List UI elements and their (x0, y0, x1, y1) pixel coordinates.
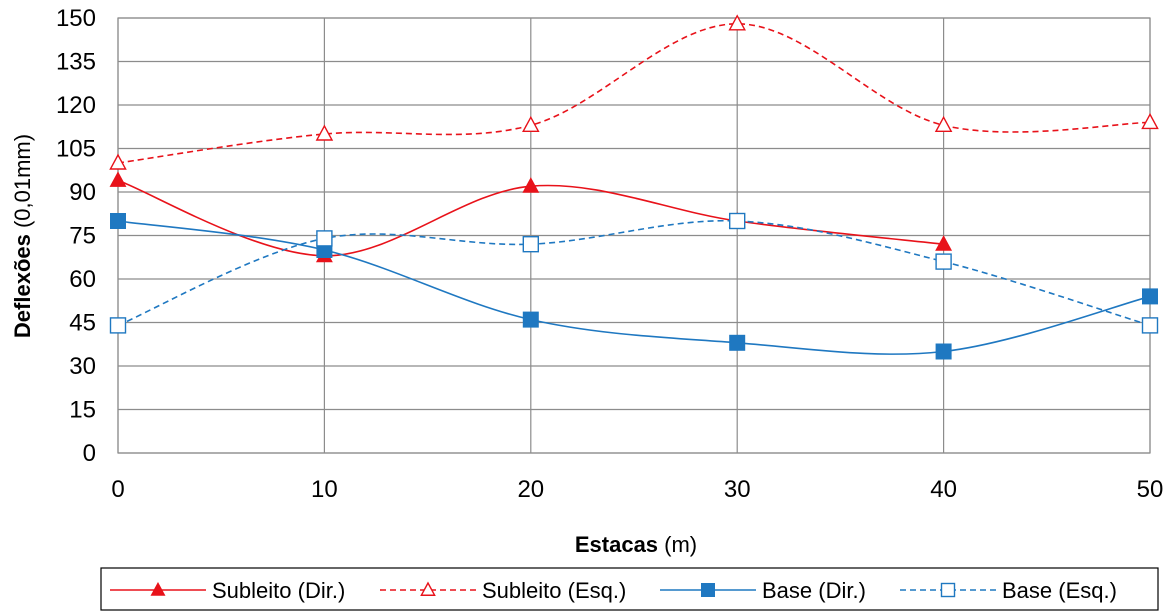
x-tick-label: 30 (724, 476, 751, 503)
data-point-series-1 (1141, 112, 1159, 130)
data-point-series-3 (1141, 317, 1159, 334)
data-point-series-0 (109, 171, 127, 187)
data-point-series-2 (729, 334, 746, 351)
y-axis-title: Deflexões (0,01mm) (10, 134, 35, 338)
data-point-series-0 (935, 235, 953, 251)
legend-label-3: Base (Esq.) (1002, 578, 1117, 603)
y-axis-title-unit: (0,01mm) (10, 134, 35, 234)
y-tick-label: 45 (69, 310, 96, 337)
data-point-series-2 (1142, 288, 1158, 305)
y-tick-label: 75 (69, 223, 96, 250)
data-point-series-2 (935, 343, 952, 360)
series-lines (117, 22, 1151, 355)
grid-lines (117, 17, 1151, 454)
data-point-series-3 (109, 317, 127, 334)
y-tick-label: 60 (69, 266, 96, 293)
data-point-series-3 (935, 253, 952, 270)
series-markers (109, 14, 1159, 360)
legend-marker-0 (150, 581, 166, 596)
series-line-3 (117, 219, 1151, 327)
x-axis-title: Estacas (m) (575, 532, 697, 557)
data-point-series-1 (934, 115, 953, 133)
data-point-series-1 (315, 124, 334, 141)
data-point-series-3 (729, 212, 746, 230)
x-axis-title-main: Estacas (575, 532, 658, 557)
series-line-2 (117, 220, 1151, 355)
y-tick-label: 0 (83, 440, 96, 467)
x-tick-label: 0 (111, 476, 124, 503)
y-axis-ticks: 0 15 30 45 60 75 90 105 120 135 150 (56, 5, 96, 467)
data-point-series-2 (522, 311, 539, 328)
data-point-series-1 (728, 14, 746, 31)
legend-box (100, 567, 1159, 611)
y-tick-label: 150 (56, 5, 96, 32)
legend-marker-2 (701, 583, 715, 597)
series-line-1 (117, 22, 1151, 164)
legend: Subleito (Dir.) Subleito (Esq.) Base (Dir.… (100, 567, 1159, 611)
data-point-series-3 (316, 230, 333, 247)
legend-label-2: Base (Dir.) (762, 578, 866, 603)
legend-marker-1 (420, 581, 436, 596)
data-point-series-0 (522, 177, 540, 193)
y-tick-label: 135 (56, 49, 96, 76)
legend-label-0: Subleito (Dir.) (212, 578, 345, 603)
data-point-series-1 (109, 153, 127, 170)
legend-label-1: Subleito (Esq.) (482, 578, 626, 603)
x-axis-ticks: 0 10 20 30 40 50 (111, 476, 1163, 503)
x-tick-label: 40 (930, 476, 957, 503)
y-axis-title-main: Deflexões (10, 234, 35, 338)
data-point-series-2 (110, 213, 126, 229)
x-tick-label: 10 (311, 476, 338, 503)
legend-marker-3 (940, 582, 956, 598)
x-tick-label: 50 (1137, 476, 1164, 503)
y-tick-label: 105 (56, 136, 96, 163)
y-tick-label: 120 (56, 92, 96, 119)
y-tick-label: 30 (69, 353, 96, 380)
plot-area-border (117, 17, 1151, 454)
y-tick-label: 90 (69, 179, 96, 206)
data-point-series-3 (522, 235, 539, 253)
y-tick-label: 15 (69, 397, 96, 424)
x-tick-label: 20 (517, 476, 544, 503)
data-point-series-1 (522, 115, 540, 133)
x-axis-title-unit: (m) (658, 532, 697, 557)
